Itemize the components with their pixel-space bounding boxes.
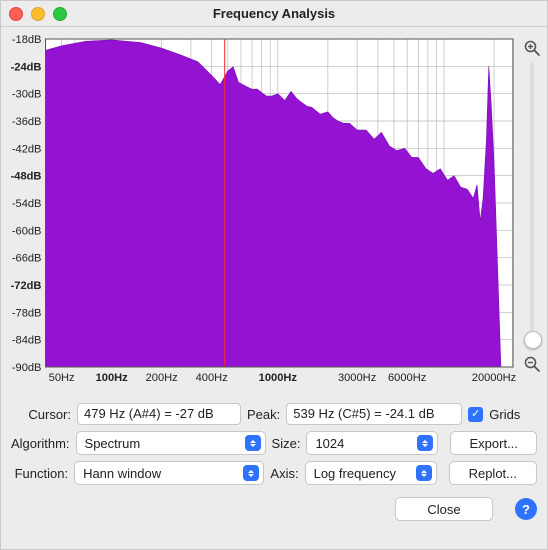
content-area: -18dB -24dB -30dB -36dB -42dB -48dB -54dB -60dB… <box>1 27 547 549</box>
window-title: Frequency Analysis <box>1 6 547 21</box>
replot-button-label: Replot... <box>469 466 517 481</box>
help-button[interactable]: ? <box>515 498 537 520</box>
svg-text:-48dB: -48dB <box>11 171 42 183</box>
frequency-analysis-window: Frequency Analysis -18dB-24dB-30dB-36dB-… <box>0 0 548 550</box>
window-controls <box>9 7 67 21</box>
zoom-slider[interactable] <box>530 63 534 349</box>
axis-select[interactable]: Log frequency <box>305 461 437 485</box>
svg-text:-78dB: -78dB <box>12 307 42 319</box>
svg-text:-36dB: -36dB <box>12 116 42 128</box>
grids-label: Grids <box>489 407 520 422</box>
svg-text:-60dB: -60dB <box>12 225 42 237</box>
spectrum-chart[interactable]: -18dB -24dB -30dB -36dB -42dB -48dB -54dB -60dB… <box>1 33 517 393</box>
grids-checkbox[interactable]: ✓ <box>468 407 483 422</box>
svg-text:-30dB: -30dB <box>12 89 42 101</box>
chevron-updown-icon <box>243 465 259 481</box>
export-button[interactable]: Export... <box>450 431 537 455</box>
replot-button[interactable]: Replot... <box>449 461 537 485</box>
zoom-window-button[interactable] <box>53 7 67 21</box>
svg-text:100Hz: 100Hz <box>96 372 129 384</box>
algorithm-label: Algorithm: <box>11 436 70 451</box>
function-label: Function: <box>11 466 68 481</box>
size-value: 1024 <box>315 436 411 451</box>
algorithm-select[interactable]: Spectrum <box>76 431 266 455</box>
close-window-button[interactable] <box>9 7 23 21</box>
svg-text:-84dB: -84dB <box>12 335 42 347</box>
size-label: Size: <box>272 436 301 451</box>
svg-text:20000Hz: 20000Hz <box>472 372 516 384</box>
svg-text:-42dB: -42dB <box>12 143 42 155</box>
svg-text:200Hz: 200Hz <box>146 372 178 384</box>
cursor-label: Cursor: <box>11 407 71 422</box>
close-button[interactable]: Close <box>395 497 493 521</box>
svg-text:50Hz: 50Hz <box>49 372 75 384</box>
svg-text:3000Hz: 3000Hz <box>338 372 376 384</box>
zoom-slider-thumb[interactable] <box>524 331 542 349</box>
svg-text:-18dB: -18dB <box>12 34 42 46</box>
svg-text:1000Hz: 1000Hz <box>259 372 298 384</box>
close-button-label: Close <box>427 502 460 517</box>
peak-readout: 539 Hz (C#5) = -24.1 dB <box>286 403 462 425</box>
titlebar[interactable]: Frequency Analysis <box>1 1 547 27</box>
axis-label: Axis: <box>270 466 299 481</box>
minimize-window-button[interactable] <box>31 7 45 21</box>
axis-value: Log frequency <box>314 466 410 481</box>
svg-text:-54dB: -54dB <box>12 198 42 210</box>
algorithm-value: Spectrum <box>85 436 239 451</box>
export-button-label: Export... <box>470 436 518 451</box>
peak-label: Peak: <box>247 407 280 422</box>
zoom-controls <box>517 33 547 393</box>
svg-text:-24dB: -24dB <box>11 61 42 73</box>
svg-text:400Hz: 400Hz <box>196 372 228 384</box>
svg-text:6000Hz: 6000Hz <box>388 372 426 384</box>
size-select[interactable]: 1024 <box>306 431 438 455</box>
cursor-readout: 479 Hz (A#4) = -27 dB <box>77 403 241 425</box>
chevron-updown-icon <box>416 465 432 481</box>
function-value: Hann window <box>83 466 237 481</box>
function-select[interactable]: Hann window <box>74 461 264 485</box>
zoom-in-icon[interactable] <box>523 39 541 57</box>
svg-text:-66dB: -66dB <box>12 253 42 265</box>
chevron-updown-icon <box>245 435 261 451</box>
zoom-out-icon[interactable] <box>523 355 541 373</box>
chevron-updown-icon <box>417 435 433 451</box>
svg-text:-90dB: -90dB <box>12 362 42 374</box>
svg-text:-72dB: -72dB <box>11 280 42 292</box>
